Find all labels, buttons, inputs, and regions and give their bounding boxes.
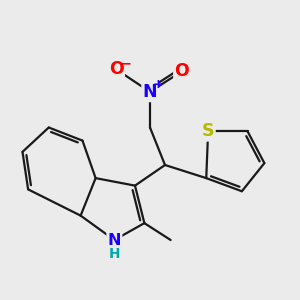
Text: O: O [109,60,124,78]
Text: +: + [152,78,163,91]
Text: N: N [108,232,121,247]
Text: N: N [143,83,157,101]
Text: H: H [109,247,120,261]
Text: O: O [175,62,189,80]
Text: −: − [119,56,131,70]
Text: S: S [202,122,214,140]
